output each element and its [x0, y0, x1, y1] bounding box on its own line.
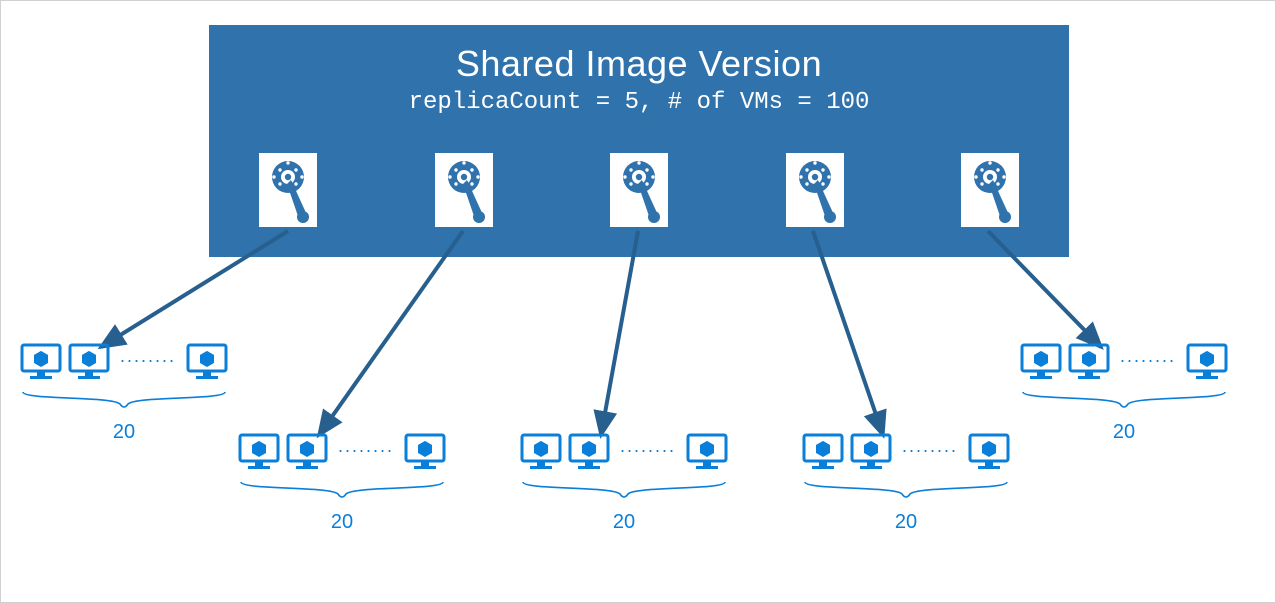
- vm-icon: [238, 431, 280, 473]
- vm-group: ........ 20: [19, 341, 229, 444]
- replica-disk: [786, 153, 844, 227]
- vm-monitor: [568, 431, 610, 478]
- vm-count-label: 20: [519, 511, 729, 534]
- replica-disk: [259, 153, 317, 227]
- shared-image-header: Shared Image Version replicaCount = 5, #…: [209, 25, 1069, 257]
- vm-icon: [802, 431, 844, 473]
- vm-monitor: [520, 431, 562, 478]
- vm-icon: [968, 431, 1010, 473]
- vm-count-label: 20: [19, 421, 229, 444]
- arrow-line: [601, 231, 638, 435]
- vm-icon: [568, 431, 610, 473]
- replica-disk: [961, 153, 1019, 227]
- replica-disk: [610, 153, 668, 227]
- vm-monitor: [238, 431, 280, 478]
- vm-monitor: [802, 431, 844, 478]
- disk-icon: [610, 153, 668, 227]
- ellipsis-dots: ........: [120, 346, 176, 367]
- group-brace: [19, 390, 229, 417]
- ellipsis-dots: ........: [902, 436, 958, 457]
- vm-group: ........ 20: [237, 431, 447, 534]
- replica-disk-row: [259, 153, 1019, 227]
- brace-icon: [519, 480, 729, 502]
- vm-count-label: 20: [1019, 421, 1229, 444]
- vm-monitor: [686, 431, 728, 478]
- ellipsis-dots: ........: [338, 436, 394, 457]
- vm-icon: [850, 431, 892, 473]
- vm-row: ........: [519, 431, 729, 478]
- vm-row: ........: [1019, 341, 1229, 388]
- header-subtitle: replicaCount = 5, # of VMs = 100: [209, 89, 1069, 116]
- vm-monitor: [1020, 341, 1062, 388]
- disk-icon: [961, 153, 1019, 227]
- vm-row: ........: [801, 431, 1011, 478]
- arrow-line: [813, 231, 883, 435]
- vm-icon: [186, 341, 228, 383]
- vm-monitor: [850, 431, 892, 478]
- vm-monitor: [68, 341, 110, 388]
- vm-icon: [1186, 341, 1228, 383]
- vm-row: ........: [19, 341, 229, 388]
- vm-monitor: [404, 431, 446, 478]
- vm-monitor: [20, 341, 62, 388]
- vm-monitor: [1186, 341, 1228, 388]
- brace-icon: [19, 390, 229, 412]
- vm-group: ........ 20: [519, 431, 729, 534]
- vm-monitor: [968, 431, 1010, 478]
- vm-icon: [520, 431, 562, 473]
- vm-count-label: 20: [801, 511, 1011, 534]
- vm-row: ........: [237, 431, 447, 478]
- disk-icon: [786, 153, 844, 227]
- ellipsis-dots: ........: [620, 436, 676, 457]
- brace-icon: [237, 480, 447, 502]
- disk-icon: [435, 153, 493, 227]
- vm-icon: [1068, 341, 1110, 383]
- vm-monitor: [1068, 341, 1110, 388]
- brace-icon: [801, 480, 1011, 502]
- vm-monitor: [186, 341, 228, 388]
- vm-group: ........ 20: [801, 431, 1011, 534]
- ellipsis-dots: ........: [1120, 346, 1176, 367]
- vm-icon: [404, 431, 446, 473]
- brace-icon: [1019, 390, 1229, 412]
- vm-icon: [286, 431, 328, 473]
- vm-group: ........ 20: [1019, 341, 1229, 444]
- header-title: Shared Image Version: [209, 43, 1069, 85]
- group-brace: [519, 480, 729, 507]
- group-brace: [237, 480, 447, 507]
- disk-icon: [259, 153, 317, 227]
- vm-icon: [68, 341, 110, 383]
- arrow-line: [319, 231, 463, 435]
- group-brace: [1019, 390, 1229, 417]
- group-brace: [801, 480, 1011, 507]
- diagram-canvas: Shared Image Version replicaCount = 5, #…: [0, 0, 1276, 603]
- replica-disk: [435, 153, 493, 227]
- vm-icon: [20, 341, 62, 383]
- vm-monitor: [286, 431, 328, 478]
- vm-icon: [686, 431, 728, 473]
- vm-count-label: 20: [237, 511, 447, 534]
- vm-icon: [1020, 341, 1062, 383]
